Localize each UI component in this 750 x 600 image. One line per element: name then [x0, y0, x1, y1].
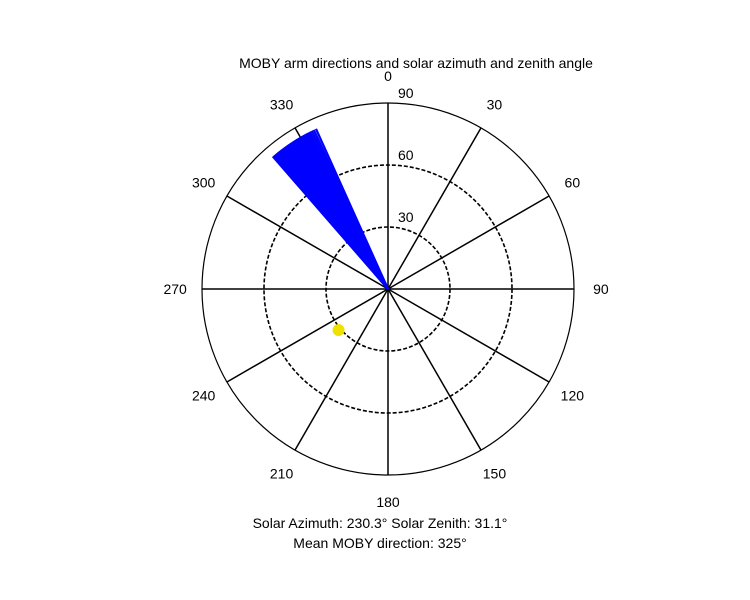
arm-directions-series — [271, 128, 390, 290]
radial-label-60: 60 — [398, 147, 414, 163]
sun-marker — [332, 324, 345, 337]
spoke-240 — [226, 288, 389, 383]
angle-label-210: 210 — [270, 465, 294, 481]
angle-label-330: 330 — [270, 97, 294, 113]
spoke-300 — [226, 195, 389, 290]
angle-label-120: 120 — [561, 387, 585, 403]
angle-label-240: 240 — [192, 387, 216, 403]
radial-label-30: 30 — [398, 209, 414, 225]
chart-title: MOBY arm directions and solar azimuth an… — [239, 55, 593, 71]
radial-label-90: 90 — [398, 85, 414, 101]
footer-solar-angles: Solar Azimuth: 230.3° Solar Zenith: 31.1… — [252, 515, 508, 531]
spoke-60 — [387, 195, 550, 290]
spoke-210 — [294, 288, 389, 451]
footer-mean-direction: Mean MOBY direction: 325° — [293, 535, 467, 551]
tick-labels: 0 30 60 90 120 150 180 210 240 270 300 330 30 60 90 — [163, 68, 608, 510]
arm-direction-line-39 — [314, 128, 390, 290]
angle-label-180: 180 — [376, 494, 400, 510]
spoke-30 — [387, 127, 482, 290]
angle-label-150: 150 — [483, 465, 507, 481]
spoke-120 — [387, 288, 550, 383]
angle-label-90: 90 — [593, 281, 609, 297]
spoke-150 — [387, 288, 482, 451]
angle-label-60: 60 — [565, 175, 581, 191]
angle-label-0: 0 — [384, 68, 392, 84]
angle-label-300: 300 — [192, 175, 216, 191]
angle-label-30: 30 — [487, 97, 503, 113]
angle-label-270: 270 — [163, 281, 187, 297]
sun-marker-group — [332, 324, 345, 337]
